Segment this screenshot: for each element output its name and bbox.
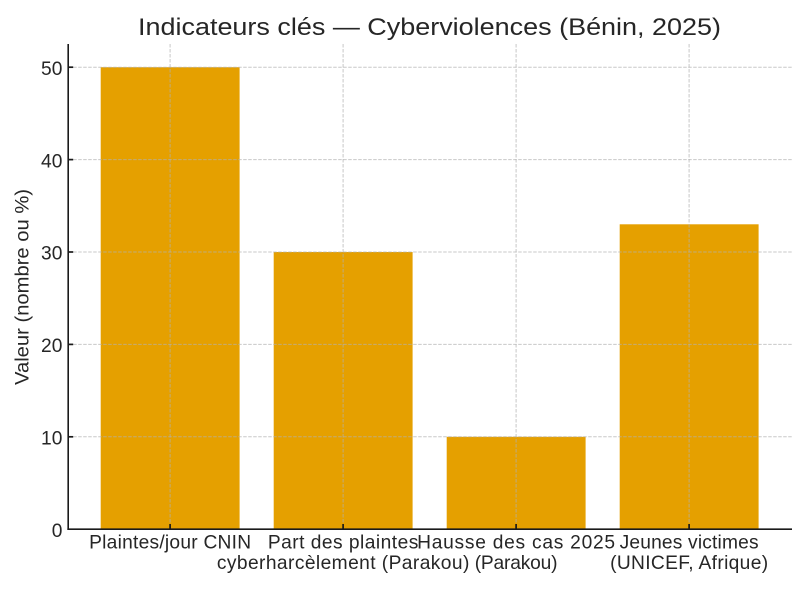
svg-text:20: 20 (41, 336, 62, 357)
svg-text:cyberharcèlement (Parakou): cyberharcèlement (Parakou) (217, 553, 469, 574)
svg-text:Indicateurs clés — Cyberviolen: Indicateurs clés — Cyberviolences (Bénin… (138, 14, 721, 41)
svg-text:(UNICEF, Afrique): (UNICEF, Afrique) (610, 553, 768, 574)
svg-text:Plaintes/jour CNIN: Plaintes/jour CNIN (89, 532, 251, 553)
svg-text:50: 50 (41, 59, 62, 80)
svg-text:Jeunes victimes: Jeunes victimes (620, 532, 759, 553)
svg-text:Hausse des cas 2025: Hausse des cas 2025 (417, 532, 615, 553)
svg-text:30: 30 (41, 244, 62, 265)
svg-text:40: 40 (41, 151, 62, 172)
svg-text:Part des plaintes: Part des plaintes (268, 532, 419, 553)
svg-text:10: 10 (41, 429, 62, 450)
svg-text:0: 0 (52, 521, 63, 542)
svg-text:(Parakou): (Parakou) (475, 553, 558, 574)
svg-text:Valeur (nombre ou %): Valeur (nombre ou %) (13, 189, 34, 385)
